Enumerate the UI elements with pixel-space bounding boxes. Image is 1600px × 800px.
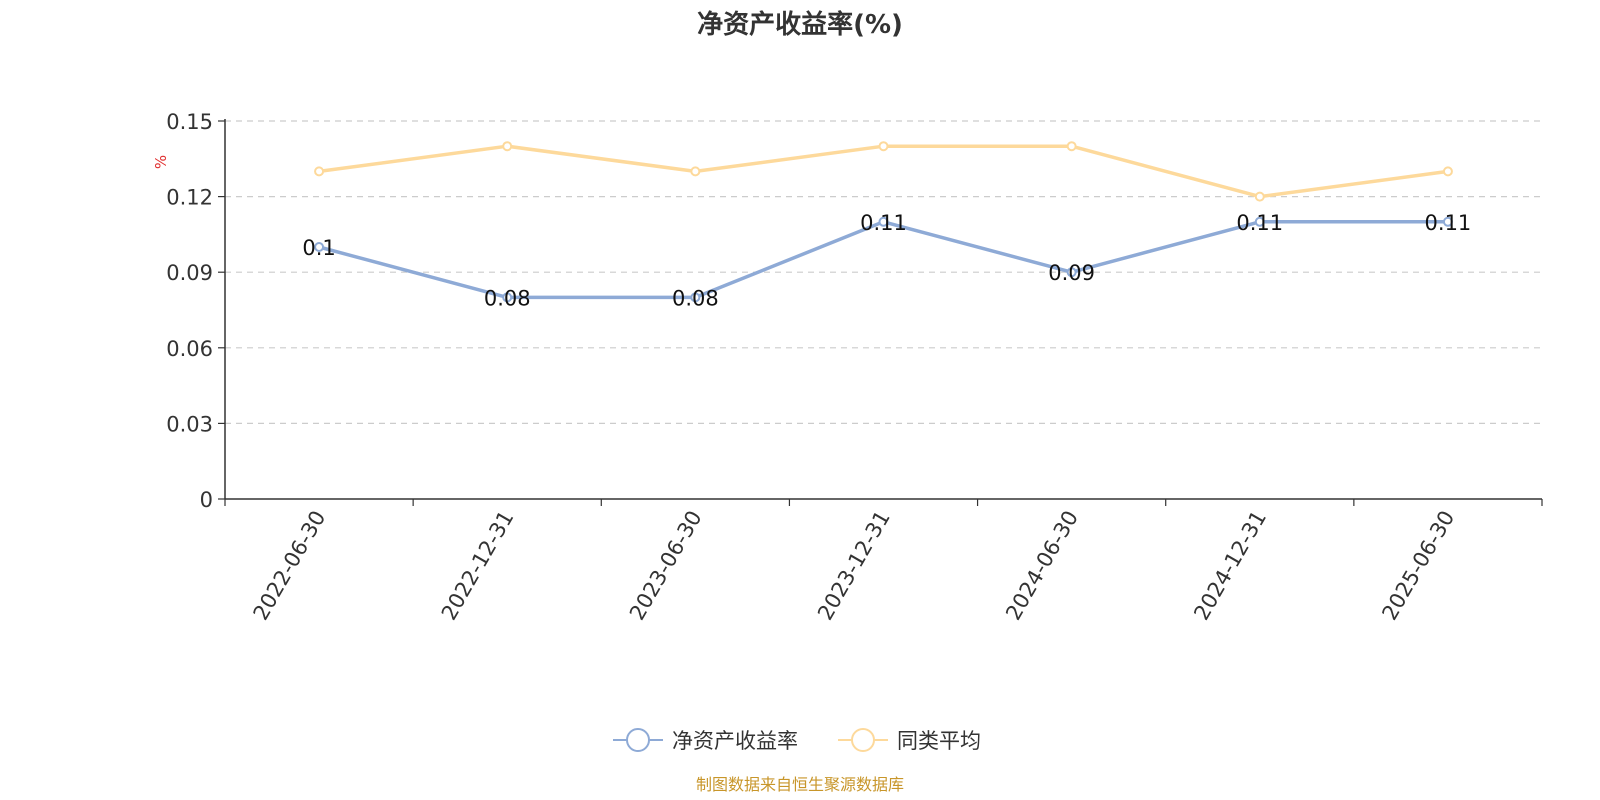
- data-label: 0.08: [672, 286, 719, 310]
- legend-marker: [851, 728, 875, 752]
- x-tick-label: 2024-12-31: [1189, 507, 1271, 625]
- x-tick-label: 2025-06-30: [1377, 507, 1459, 625]
- data-point[interactable]: [1254, 216, 1265, 227]
- data-label: 0.09: [1048, 261, 1095, 285]
- data-point[interactable]: [502, 141, 513, 152]
- data-point[interactable]: [1442, 166, 1453, 177]
- axes: [224, 119, 1542, 500]
- data-point[interactable]: [878, 141, 889, 152]
- data-label: 0.1: [302, 236, 335, 260]
- legend-item-roe[interactable]: 净资产收益率: [613, 728, 798, 753]
- data-point[interactable]: [1254, 191, 1265, 202]
- source-note: 制图数据来自恒生聚源数据库: [696, 775, 904, 794]
- y-tick-label: 0.03: [166, 412, 213, 436]
- legend-label: 同类平均: [897, 729, 981, 753]
- x-tick-label: 2023-06-30: [625, 507, 707, 625]
- data-label: 0.08: [484, 286, 531, 310]
- data-point[interactable]: [314, 242, 325, 252]
- data-label: 0.11: [860, 211, 907, 235]
- grid-lines: [225, 120, 1542, 424]
- data-point[interactable]: [690, 166, 701, 177]
- data-label: 0.11: [1236, 211, 1283, 235]
- data-point[interactable]: [1066, 267, 1077, 278]
- y-axis-ticks: 0 0.03 0.06 0.09 0.12 0.15: [166, 110, 225, 512]
- x-tick-label: 2024-06-30: [1001, 507, 1083, 625]
- data-point[interactable]: [690, 292, 701, 303]
- chart-title: 净资产收益率(%): [697, 9, 903, 40]
- x-tick-label: 2022-12-31: [437, 507, 519, 625]
- y-tick-label: 0.09: [166, 261, 213, 285]
- legend-marker: [626, 728, 650, 752]
- data-point[interactable]: [314, 166, 325, 177]
- x-tick-label: 2023-12-31: [813, 507, 895, 625]
- y-tick-label: 0: [200, 488, 213, 512]
- data-point[interactable]: [1442, 216, 1453, 227]
- y-tick-label: 0.06: [166, 337, 213, 361]
- y-axis-unit: %: [152, 155, 170, 169]
- series-line: [318, 144, 1449, 199]
- legend[interactable]: 净资产收益率 同类平均: [613, 728, 981, 753]
- series-roe: 0.1 0.08 0.08 0.11 0.09 0.11 0.11: [302, 211, 1471, 311]
- legend-item-peer-average[interactable]: 同类平均: [838, 728, 981, 753]
- x-axis-ticks: 2022-06-30 2022-12-31 2023-06-30 2023-12-31…: [224, 499, 1543, 625]
- x-tick-label: 2022-06-30: [249, 507, 331, 625]
- series-peer-average: [314, 141, 1453, 202]
- y-tick-label: 0.15: [166, 110, 213, 134]
- data-point[interactable]: [878, 216, 889, 227]
- y-tick-label: 0.12: [166, 186, 213, 210]
- data-point[interactable]: [1066, 141, 1077, 152]
- legend-label: 净资产收益率: [672, 729, 798, 753]
- series-layer: 0.1 0.08 0.08 0.11 0.09 0.11 0.11: [302, 141, 1471, 311]
- data-point[interactable]: [502, 292, 513, 303]
- data-label: 0.11: [1425, 211, 1472, 235]
